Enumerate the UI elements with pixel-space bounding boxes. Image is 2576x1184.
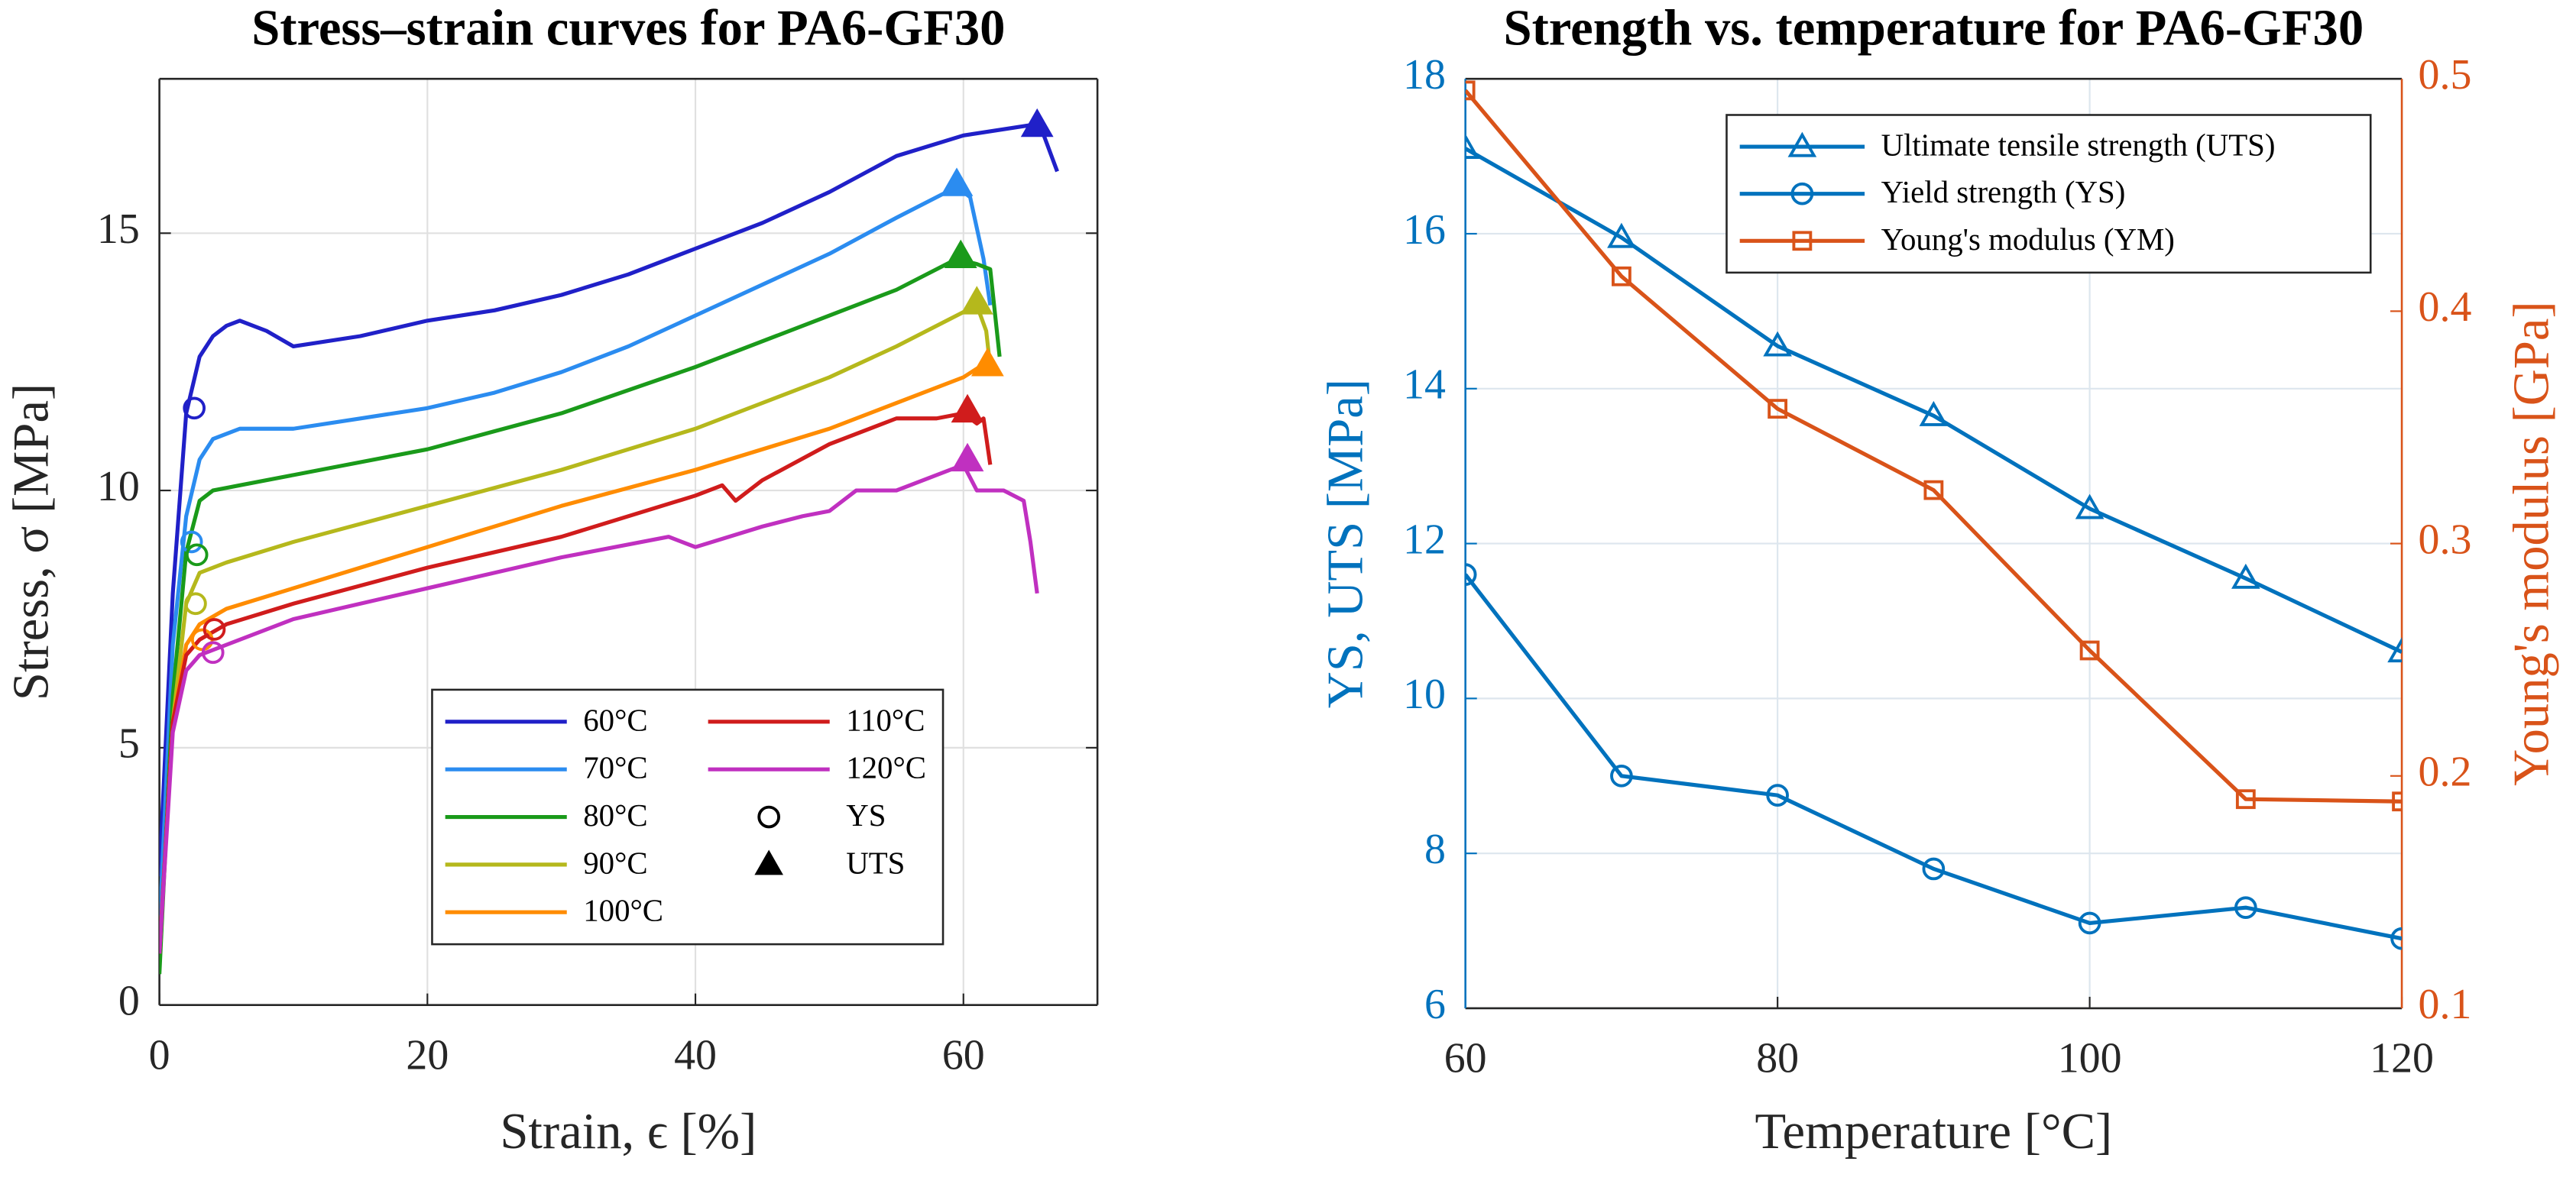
- series-line: [1465, 89, 2403, 804]
- x-tick-label: 80: [1756, 1035, 1799, 1082]
- marker: [201, 641, 225, 665]
- marker: [2387, 637, 2403, 663]
- marker: [757, 805, 780, 829]
- x-tick-label: 60: [1444, 1035, 1487, 1082]
- x-tick-label: 100: [2058, 1035, 2122, 1082]
- marker: [180, 530, 203, 554]
- marker: [1790, 182, 1814, 205]
- marker: [1020, 108, 1054, 137]
- marker: [183, 396, 206, 420]
- legend-label: 90°C: [583, 846, 647, 880]
- y2-tick-label: 0.4: [2419, 283, 2472, 331]
- marker: [944, 239, 977, 269]
- marker: [1923, 480, 1944, 500]
- legend-label: YS: [846, 798, 886, 833]
- marker: [2231, 563, 2260, 589]
- marker: [2075, 493, 2105, 519]
- x-axis-label: Temperature [°C]: [1755, 1104, 2112, 1160]
- marker: [1792, 231, 1813, 251]
- y-tick-label: 6: [1424, 981, 1446, 1028]
- x-tick-label: 0: [149, 1031, 170, 1079]
- marker: [2078, 911, 2101, 935]
- marker: [2234, 896, 2257, 919]
- x-tick-label: 40: [674, 1031, 717, 1079]
- x-tick-label: 60: [942, 1031, 985, 1079]
- legend-label: Yield strength (YS): [1881, 175, 2126, 209]
- marker: [2390, 927, 2403, 950]
- x-axis-label: Strain, ϵ [%]: [500, 1104, 757, 1160]
- marker: [754, 849, 783, 875]
- y-tick-label: 5: [118, 720, 140, 768]
- legend-label: 70°C: [583, 751, 647, 785]
- legend-label: Young's modulus (YM): [1881, 222, 2175, 257]
- marker: [951, 442, 984, 472]
- marker: [1766, 784, 1789, 807]
- y-tick-label: 16: [1403, 206, 1446, 254]
- y-tick-label: 15: [97, 205, 140, 253]
- legend-label: 120°C: [846, 751, 926, 785]
- legend-label: 80°C: [583, 798, 647, 833]
- series-line: [159, 360, 995, 954]
- chart-title: Stress–strain curves for PA6-GF30: [251, 0, 1005, 56]
- marker: [1612, 266, 1631, 286]
- marker: [1465, 134, 1480, 159]
- marker: [1465, 80, 1476, 101]
- chart-title: Strength vs. temperature for PA6-GF30: [1504, 0, 2364, 56]
- y2-tick-label: 0.3: [2419, 516, 2472, 563]
- y-tick-label: 10: [97, 463, 140, 510]
- y2-tick-label: 0.2: [2419, 749, 2472, 796]
- marker: [184, 592, 207, 616]
- y2-tick-label: 0.5: [2419, 51, 2472, 99]
- y-tick-label: 10: [1403, 671, 1446, 718]
- marker: [1922, 857, 1946, 881]
- legend: 60°C 70°C 80°C 90°C 100°C 110°C 120°C YS UTS: [431, 688, 945, 946]
- marker: [1607, 222, 1636, 248]
- y2-axis-label: Young's modulus [GPa]: [2504, 301, 2560, 786]
- marker: [1763, 331, 1792, 357]
- marker: [940, 167, 974, 196]
- y-tick-label: 12: [1403, 516, 1446, 563]
- y-axis-label: YS, UTS [MPa]: [1317, 379, 1373, 708]
- marker: [1787, 131, 1817, 157]
- marker: [1768, 399, 1788, 419]
- marker: [951, 393, 984, 423]
- y-tick-label: 14: [1403, 361, 1446, 409]
- marker: [1465, 563, 1477, 586]
- legend-label: Ultimate tensile strength (UTS): [1881, 128, 2276, 163]
- plot-area: [1465, 80, 2403, 950]
- marker: [1610, 764, 1633, 788]
- y-tick-label: 18: [1403, 51, 1446, 99]
- marker: [203, 618, 226, 641]
- marker: [185, 543, 209, 567]
- marker: [2235, 789, 2256, 810]
- legend-label: 100°C: [583, 894, 663, 928]
- series-line: [1465, 147, 2403, 654]
- x-tick-label: 120: [2370, 1035, 2434, 1082]
- series-line: [159, 462, 1039, 954]
- y-tick-label: 8: [1424, 826, 1446, 873]
- marker: [1919, 400, 1949, 426]
- marker: [2392, 791, 2403, 812]
- legend: Ultimate tensile strength (UTS) Yield str…: [1725, 114, 2372, 274]
- marker: [960, 286, 993, 315]
- marker: [2079, 640, 2100, 661]
- series-line: [1465, 573, 2403, 941]
- plot-area: [159, 108, 1059, 975]
- marker: [970, 348, 1004, 377]
- y-axis-label: Stress, σ [MPa]: [4, 383, 60, 700]
- x-tick-label: 20: [406, 1031, 449, 1079]
- legend-label: 60°C: [583, 703, 647, 737]
- legend-label: UTS: [846, 846, 905, 880]
- y-tick-label: 0: [118, 978, 140, 1025]
- legend-label: 110°C: [846, 703, 925, 737]
- series-line: [159, 123, 1059, 877]
- y2-tick-label: 0.1: [2419, 981, 2472, 1028]
